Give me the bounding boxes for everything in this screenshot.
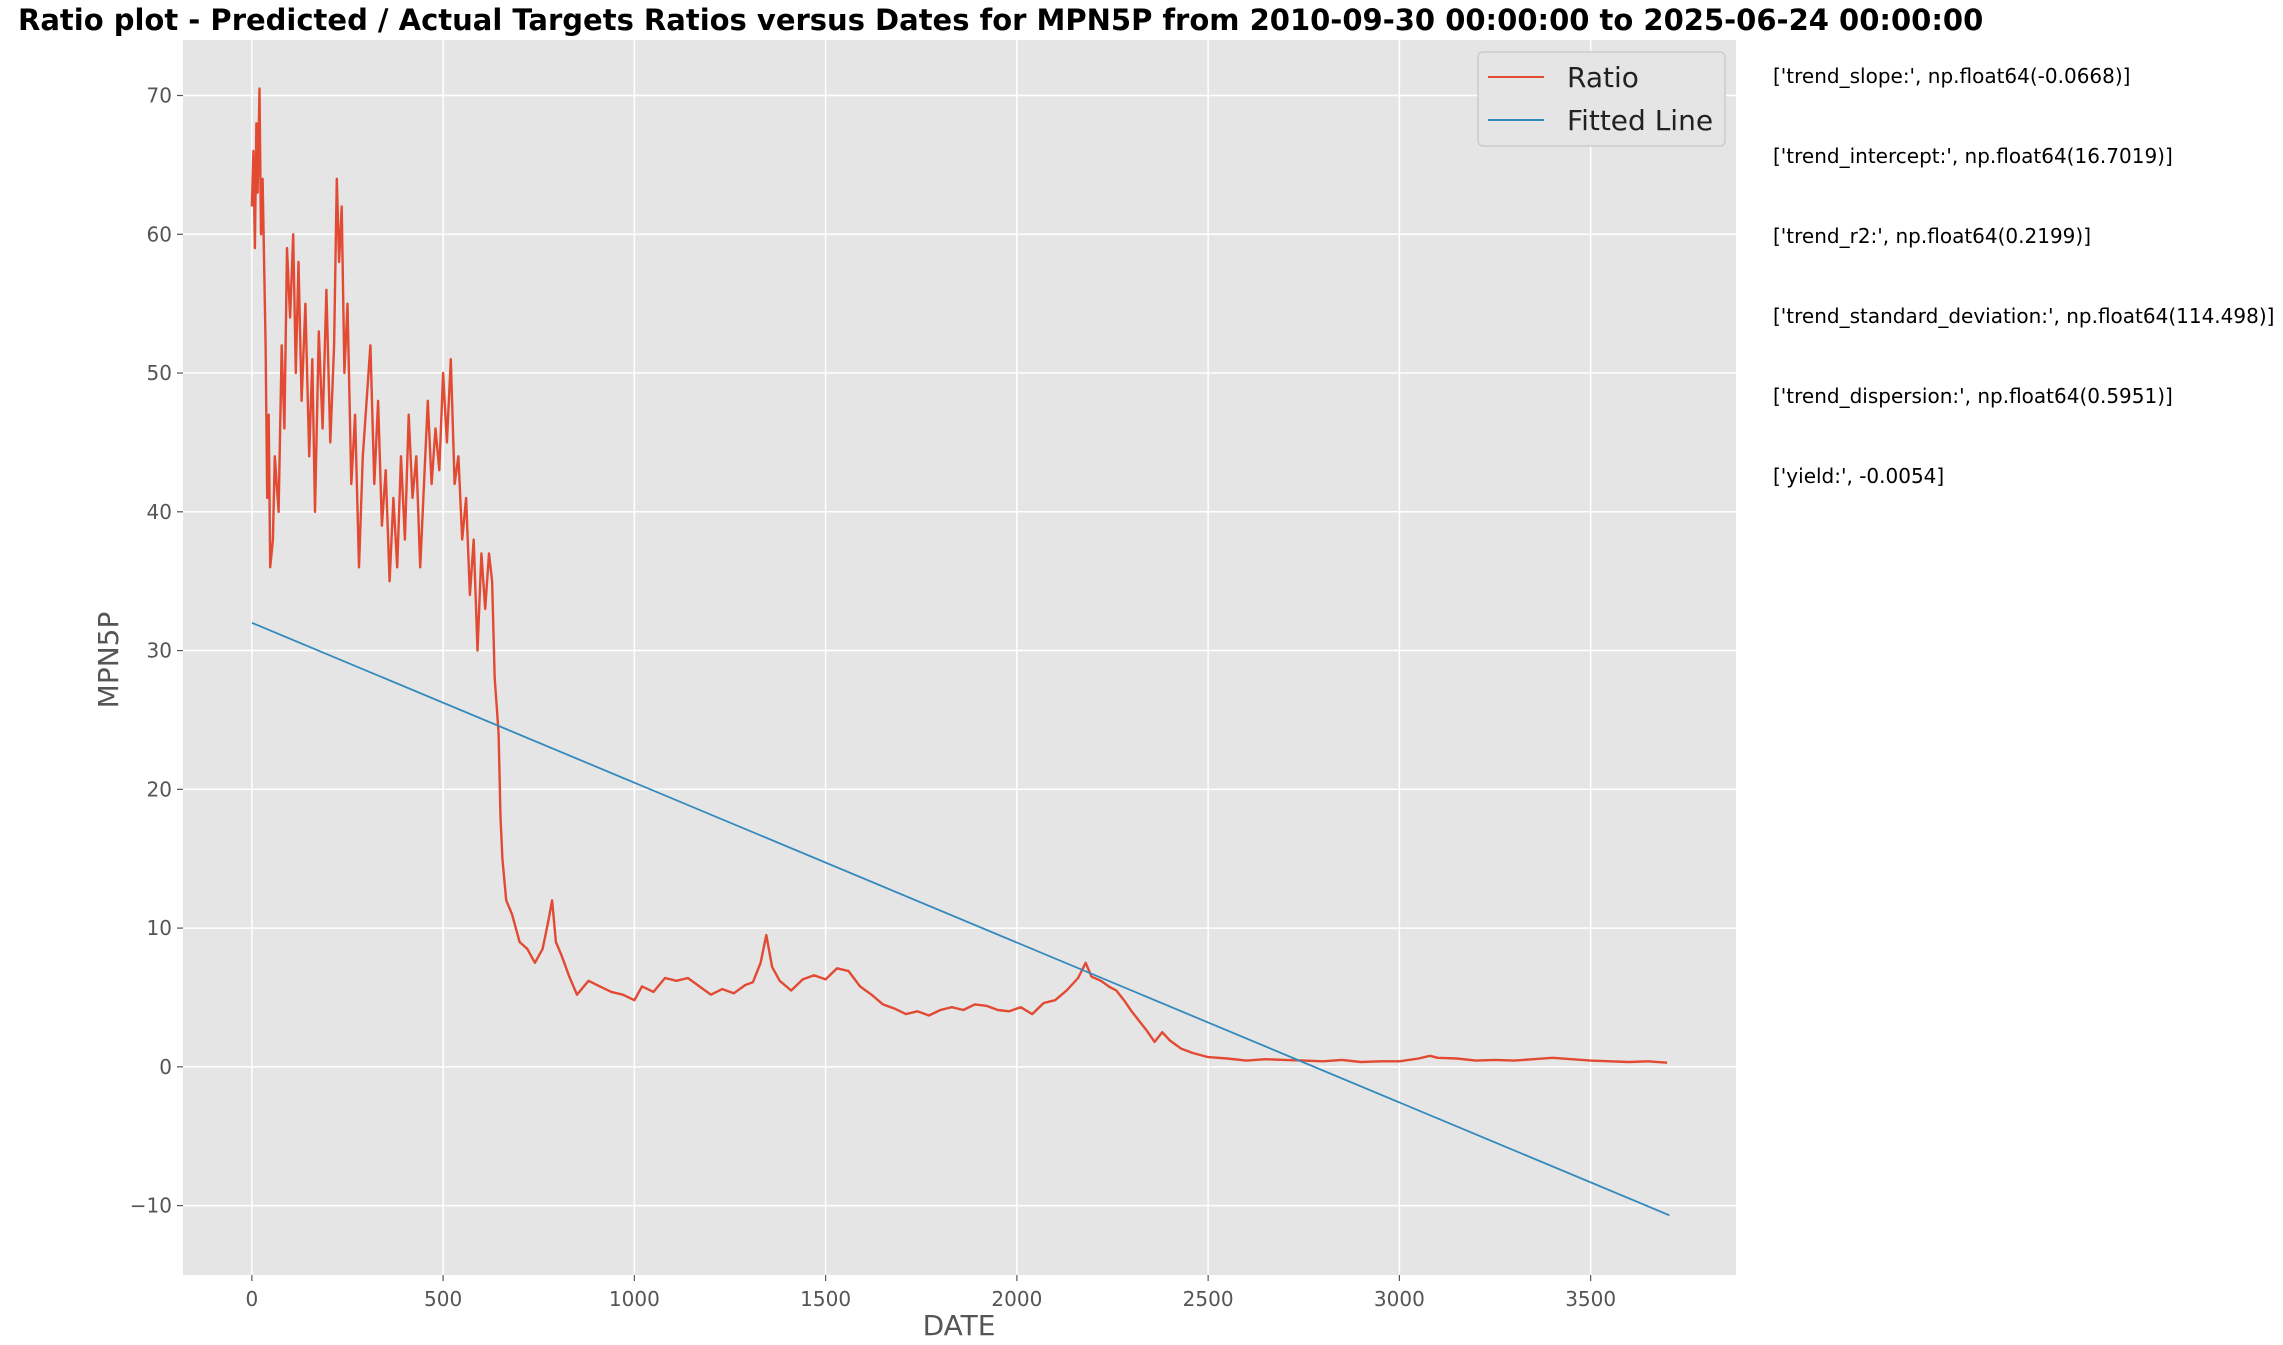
series-layer [250, 87, 1670, 1217]
stat-trend-standard-deviation: ['trend_standard_deviation:', np.float64… [1773, 304, 2275, 328]
chart-title: Ratio plot - Predicted / Actual Targets … [18, 3, 1984, 37]
legend-box [1477, 51, 1726, 147]
x-tick-label: 1000 [609, 1287, 660, 1311]
y-tick-label: 10 [147, 916, 172, 940]
y-tick-label: 30 [147, 639, 172, 663]
stat-trend-slope: ['trend_slope:', np.float64(-0.0668)] [1773, 64, 2131, 88]
plot-area [183, 40, 1736, 1275]
x-tick-label: 2000 [991, 1287, 1042, 1311]
tick-labels: 0 500 1000 1500 2000 2500 3000 3500 −10 0 10 20 30 40… [130, 84, 1616, 1311]
x-axis-label: DATE [923, 1309, 996, 1342]
y-tick-label: 50 [147, 361, 172, 385]
stat-yield: ['yield:', -0.0054] [1773, 464, 1945, 488]
grid-lines [183, 40, 1736, 1275]
stat-trend-r2: ['trend_r2:', np.float64(0.2199)] [1773, 224, 2091, 248]
y-axis-label: MPN5P [92, 612, 125, 709]
legend: Ratio Fitted Line [1477, 51, 1726, 147]
x-tick-label: 1500 [800, 1287, 851, 1311]
y-tick-label: 20 [147, 777, 172, 801]
x-tick-label: 3000 [1374, 1287, 1425, 1311]
stat-trend-dispersion: ['trend_dispersion:', np.float64(0.5951)… [1773, 384, 2173, 408]
x-tick-label: 2500 [1183, 1287, 1234, 1311]
x-tick-label: 0 [245, 1287, 258, 1311]
x-tick-label: 3500 [1565, 1287, 1616, 1311]
ratio-series-line [250, 87, 1668, 1064]
legend-fitted-line-label: Fitted Line [1567, 104, 1713, 137]
y-tick-label: 60 [147, 222, 172, 246]
stats-panel: ['trend_slope:', np.float64(-0.0668)] ['… [1773, 64, 2274, 544]
legend-ratio-label: Ratio [1567, 61, 1639, 94]
y-tick-label: 40 [147, 500, 172, 524]
x-tick-label: 500 [424, 1287, 462, 1311]
fitted-line-series [251, 621, 1670, 1217]
y-tick-label: 0 [159, 1055, 172, 1079]
stat-trend-intercept: ['trend_intercept:', np.float64(16.7019)… [1773, 144, 2173, 168]
y-tick-label: −10 [130, 1194, 172, 1218]
y-tick-label: 70 [147, 84, 172, 108]
